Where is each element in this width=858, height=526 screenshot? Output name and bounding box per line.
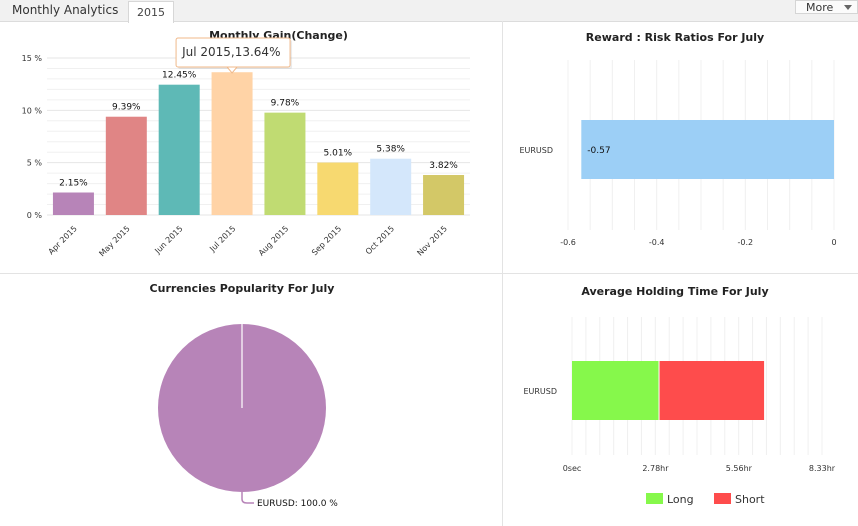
bar-value-label: -0.57: [587, 146, 610, 156]
category-label: EURUSD: [519, 146, 553, 155]
bar-value-label: 5.38%: [376, 145, 405, 155]
x-tick-label: 0: [831, 238, 836, 247]
x-tick-label: -0.2: [738, 238, 754, 247]
bar: [264, 112, 306, 215]
x-tick-label: -0.4: [649, 238, 665, 247]
chart-title: Currencies Popularity For July: [150, 282, 335, 295]
tooltip-text: Jul 2015,13.64%: [181, 45, 280, 59]
bar-short: [659, 361, 765, 420]
x-tick-label: Jul 2015: [207, 224, 237, 254]
top-bar: Monthly Analytics 2015 More: [0, 0, 858, 23]
x-tick-label: -0.6: [560, 238, 576, 247]
y-tick-label: 0 %: [27, 211, 43, 220]
bar: [52, 192, 94, 215]
bar: [158, 84, 200, 215]
bar: [423, 175, 465, 215]
bar-value-label: 9.39%: [112, 103, 141, 113]
bar-value-label: 5.01%: [324, 149, 353, 159]
x-tick-label: 2.78hr: [642, 464, 669, 473]
bar-value-label: 9.78%: [271, 99, 300, 109]
y-tick-label: 10 %: [22, 106, 43, 115]
x-tick-label: Oct 2015: [364, 224, 396, 256]
y-tick-label: 5 %: [27, 159, 43, 168]
bar-value-label: 2.15%: [59, 178, 88, 188]
x-tick-label: 0sec: [563, 464, 582, 473]
bar: [211, 72, 253, 215]
x-tick-label: Nov 2015: [415, 224, 449, 258]
x-tick-label: May 2015: [97, 224, 131, 258]
legend-swatch: [714, 493, 731, 504]
bar-long: [572, 361, 660, 420]
legend-label: Short: [735, 493, 765, 506]
horizontal-divider: [0, 273, 858, 274]
x-tick-label: Apr 2015: [47, 224, 79, 256]
holding-time-chart: Average Holding Time For July 0sec 2.78hr 5…: [523, 285, 835, 506]
y-tick-label: 15 %: [22, 54, 43, 63]
currencies-pie-chart: Currencies Popularity For July EURUSD: 10…: [150, 282, 339, 509]
category-label: EURUSD: [523, 387, 557, 396]
chart-title: Average Holding Time For July: [581, 285, 768, 298]
bar: [370, 158, 412, 215]
chart-title: Reward : Risk Ratios For July: [586, 31, 764, 44]
pie-connector: [241, 492, 254, 504]
tooltip-pointer: [225, 66, 239, 74]
x-tick-label: Jun 2015: [152, 224, 184, 256]
monthly-gain-chart: 0 % 5 % 10 % 15 % 2.15% Apr 2015 9.39% May 2015…: [22, 29, 470, 258]
legend-swatch: [646, 493, 663, 504]
bar: [581, 120, 834, 179]
tab-year-2015[interactable]: 2015: [128, 1, 174, 23]
bar: [105, 116, 147, 215]
x-tick-label: 8.33hr: [809, 464, 836, 473]
chevron-down-icon: [844, 5, 852, 10]
reward-risk-chart: Reward : Risk Ratios For July -0.6 -0.4 -0.…: [519, 31, 836, 247]
bar: [317, 162, 359, 215]
pie-data-label: EURUSD: 100.0 %: [257, 499, 338, 509]
legend-label: Long: [667, 493, 694, 506]
x-tick-label: Aug 2015: [257, 224, 291, 258]
more-label: More: [806, 1, 834, 14]
tab-monthly-analytics[interactable]: Monthly Analytics: [12, 3, 119, 17]
bar-value-label: 3.82%: [429, 161, 458, 171]
x-tick-label: Sep 2015: [310, 224, 343, 257]
x-tick-label: 5.56hr: [726, 464, 753, 473]
bar-value-label: 12.45%: [162, 71, 197, 81]
